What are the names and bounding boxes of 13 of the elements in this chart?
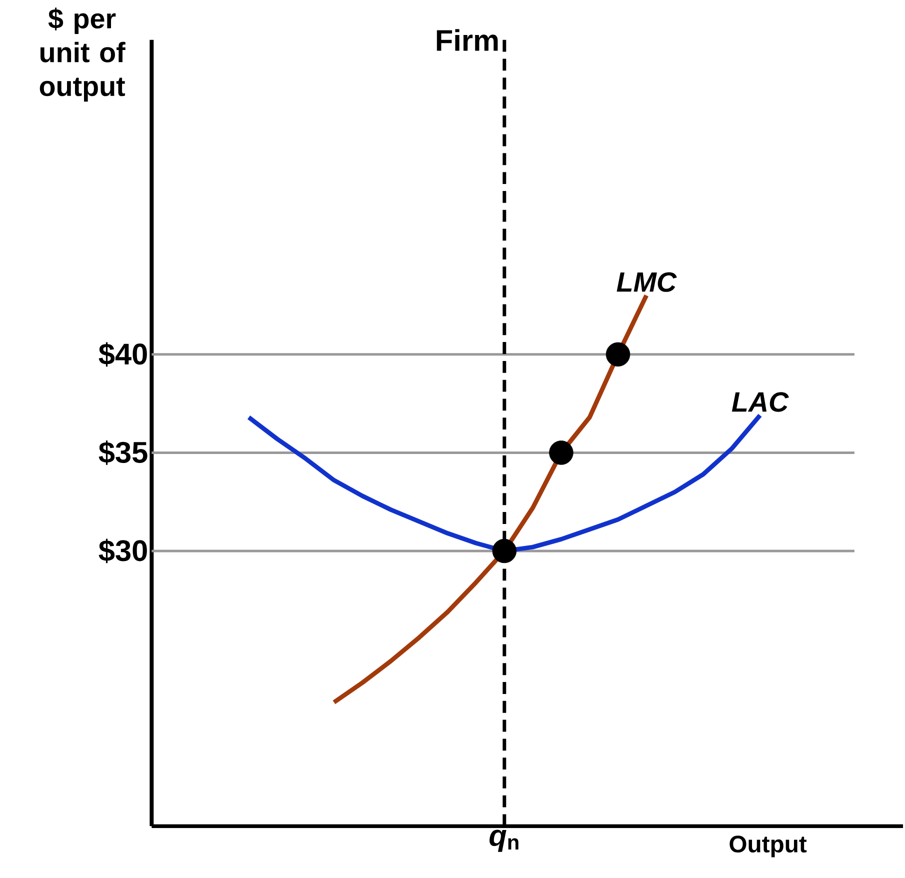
x-tick-label: q$_{n}$ <box>490 830 518 852</box>
y-tick-label: $30 <box>98 538 147 564</box>
chart-title: Firm <box>436 29 498 51</box>
point <box>606 342 630 367</box>
x-axis-title: Output <box>730 836 807 858</box>
series-label: LAC <box>732 392 789 412</box>
y-tick-label: $35 <box>98 440 148 465</box>
y-tick-label: $40 <box>98 342 147 367</box>
point <box>549 440 574 465</box>
series-label: LMC <box>616 272 677 292</box>
point <box>492 538 517 564</box>
line-series <box>332 293 649 705</box>
y-axis-title: $ per unit of output <box>40 8 126 102</box>
